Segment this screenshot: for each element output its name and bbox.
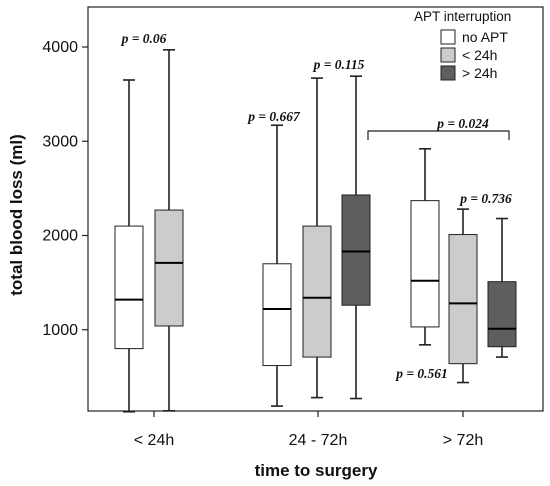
p-value-label: p = 0.024 [436,116,489,131]
p-value-label: p = 0.667 [247,109,301,124]
legend-title: APT interruption [414,9,511,24]
y-tick-label: 3000 [42,133,78,150]
p-value-label: p = 0.06 [121,31,167,46]
legend: APT interruption no APT < 24h > 24h [404,8,539,84]
box [487,217,517,358]
p-value-label: p = 0.736 [459,191,512,206]
y-tick-label: 4000 [42,39,78,56]
box-iqr [341,194,371,306]
y-axis: 1000 2000 3000 4000 [42,39,88,339]
x-tick-label: 24 - 72h [289,432,348,449]
y-axis-title: total blood loss (ml) [7,134,26,296]
x-axis-title: time to surgery [255,461,378,480]
box-series [114,49,517,413]
box [341,75,371,400]
legend-frame [404,8,539,84]
box-iqr [487,281,517,348]
box [114,79,144,413]
legend-label-no-apt: no APT [462,29,508,45]
box-iqr [302,225,332,358]
legend-label-lt24h: < 24h [462,47,497,63]
box-iqr [262,263,292,367]
p-value-annotations: p = 0.06 p = 0.667 p = 0.115 p = 0.024 p = 0… [121,31,512,381]
y-tick-label: 2000 [42,228,78,245]
legend-swatch-lt24h [440,47,456,63]
x-tick-label: < 24h [134,432,174,449]
legend-label-gt24h: > 24h [462,65,497,81]
y-tick-label: 1000 [42,322,78,339]
box [302,77,332,399]
box [154,49,184,412]
p-value-label: p = 0.561 [395,366,448,381]
p-value-label: p = 0.115 [313,57,365,72]
box-iqr [114,225,144,350]
box [448,208,478,384]
x-axis: < 24h 24 - 72h > 72h [134,411,483,449]
box-iqr [410,200,440,328]
x-tick-label: > 72h [443,432,483,449]
box-iqr [154,209,184,327]
box [262,124,292,407]
legend-swatch-gt24h [440,65,456,81]
legend-swatch-no-apt [440,29,456,45]
box-iqr [448,234,478,365]
box [410,147,440,346]
significance-bracket [367,130,510,140]
